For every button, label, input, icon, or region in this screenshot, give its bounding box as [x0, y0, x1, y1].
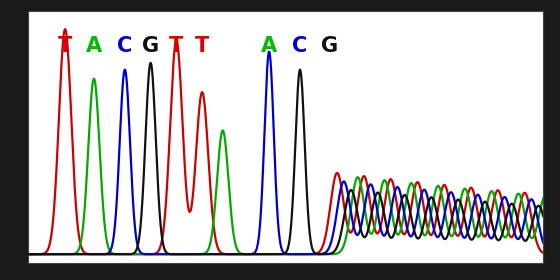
- Text: T: T: [169, 36, 184, 56]
- Text: A: A: [86, 36, 102, 56]
- Text: A: A: [261, 36, 277, 56]
- Text: T: T: [195, 36, 209, 56]
- Text: G: G: [321, 36, 338, 56]
- Text: T: T: [58, 36, 72, 56]
- Text: G: G: [142, 36, 159, 56]
- Text: C: C: [117, 36, 133, 56]
- Text: C: C: [292, 36, 307, 56]
